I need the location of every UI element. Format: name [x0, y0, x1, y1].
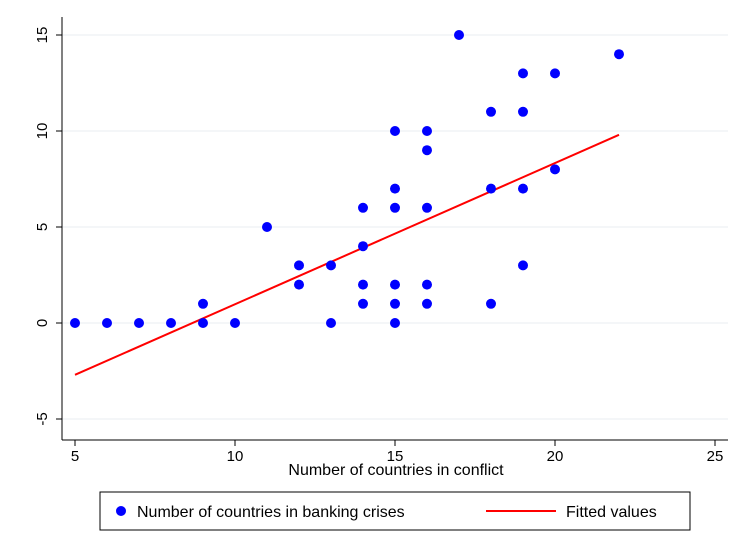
scatter-point	[614, 49, 624, 60]
y-tick-label: 10	[34, 123, 51, 140]
scatter-point	[134, 318, 144, 328]
scatter-point	[102, 318, 112, 328]
scatter-point	[422, 145, 432, 156]
scatter-point	[198, 318, 208, 328]
scatter-point	[422, 279, 432, 290]
scatter-point	[518, 260, 528, 271]
scatter-point	[422, 126, 432, 136]
scatter-point	[486, 183, 496, 194]
scatter-point	[326, 260, 336, 271]
scatter-point	[518, 183, 528, 194]
x-tick-label: 20	[547, 448, 564, 465]
scatter-point	[358, 241, 368, 252]
x-axis-title: Number of countries in conflict	[288, 462, 504, 479]
scatter-point	[422, 298, 432, 309]
scatter-point	[518, 106, 528, 117]
x-tick-label: 5	[71, 448, 79, 465]
scatter-point	[390, 318, 400, 328]
scatter-point	[70, 318, 80, 328]
y-tick-label: 15	[34, 27, 51, 44]
x-tick-label: 10	[227, 448, 244, 465]
legend-marker-crises	[116, 506, 126, 516]
scatter-points	[70, 30, 624, 328]
legend-label-fitted: Fitted values	[566, 504, 657, 521]
scatter-point	[486, 298, 496, 309]
scatter-point	[230, 318, 240, 328]
scatter-point	[326, 318, 336, 328]
scatter-point	[294, 279, 304, 290]
x-tick-label: 25	[707, 448, 724, 465]
scatter-point	[294, 260, 304, 271]
scatter-point	[390, 183, 400, 194]
scatter-point	[358, 202, 368, 213]
y-axis-ticks: -5 0 5 10 15	[34, 27, 62, 426]
scatter-point	[518, 68, 528, 79]
plot-area	[62, 17, 728, 440]
fitted-values-line	[74, 133, 620, 376]
y-tick-label: 0	[34, 319, 51, 327]
fitted-line-layer	[74, 133, 620, 376]
scatter-point	[390, 298, 400, 309]
scatter-point	[166, 318, 176, 328]
y-tick-label: -5	[34, 412, 51, 425]
scatter-point	[390, 126, 400, 136]
legend-box	[99, 491, 691, 531]
legend: Number of countries in banking crises Fi…	[99, 491, 691, 531]
scatter-point	[550, 164, 560, 175]
scatter-point	[454, 30, 464, 40]
scatter-point	[390, 279, 400, 290]
scatter-point	[358, 279, 368, 290]
x-axis-ticks: 5 10 15 20 25	[71, 440, 724, 465]
scatter-point	[422, 202, 432, 213]
scatter-point	[390, 202, 400, 213]
scatter-point	[550, 68, 560, 79]
x-tick-label: 15	[387, 448, 404, 465]
scatter-point	[262, 222, 272, 232]
scatter-point	[486, 106, 496, 117]
scatter-point	[358, 298, 368, 309]
legend-label-crises: Number of countries in banking crises	[137, 504, 405, 521]
scatter-point	[198, 298, 208, 309]
y-tick-label: 5	[34, 223, 51, 231]
